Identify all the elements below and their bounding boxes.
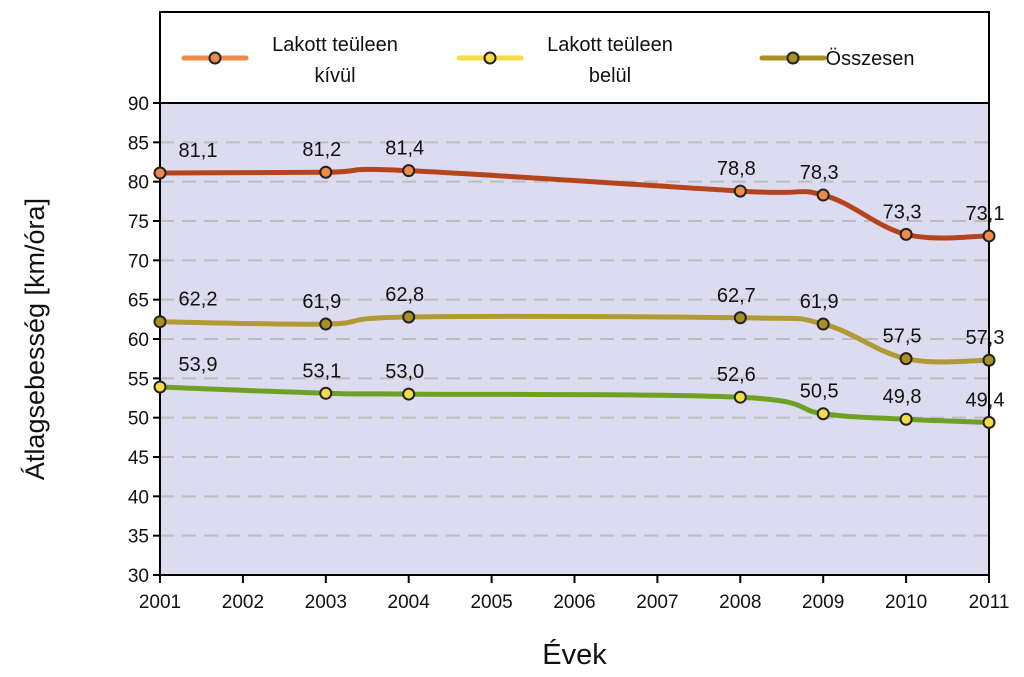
y-tick-label: 50 bbox=[128, 409, 149, 430]
x-axis-title: Évek bbox=[542, 638, 607, 671]
y-axis-title: Átlagsebesség [km/óra] bbox=[20, 198, 50, 480]
data-point bbox=[402, 164, 416, 178]
y-tick-label: 30 bbox=[128, 566, 149, 587]
data-label: 78,8 bbox=[717, 158, 756, 180]
y-tick-label: 65 bbox=[128, 291, 149, 312]
data-point bbox=[982, 415, 996, 429]
x-tick-label: 2009 bbox=[802, 592, 844, 613]
y-tick-label: 85 bbox=[128, 133, 149, 154]
data-point bbox=[816, 407, 830, 421]
data-label: 62,7 bbox=[717, 285, 756, 307]
data-label: 61,9 bbox=[302, 291, 341, 313]
data-label: 62,8 bbox=[385, 284, 424, 306]
series bbox=[153, 380, 996, 429]
data-label: 62,2 bbox=[179, 289, 218, 311]
legend-item: Összesen bbox=[759, 48, 915, 70]
legend-item: Lakott teüleen belül bbox=[456, 34, 673, 87]
data-label: 53,0 bbox=[385, 361, 424, 383]
legend-label: Lakott teüleen bbox=[272, 34, 398, 56]
legend-marker bbox=[786, 51, 800, 65]
x-tick-label: 2008 bbox=[719, 592, 761, 613]
y-tick-label: 70 bbox=[128, 251, 149, 272]
legend-marker bbox=[208, 51, 222, 65]
data-label: 57,3 bbox=[966, 327, 1005, 349]
x-tick-label: 2005 bbox=[470, 592, 512, 613]
legend-label: Lakott teüleen bbox=[547, 34, 673, 56]
x-tick-label: 2006 bbox=[553, 592, 595, 613]
data-point bbox=[899, 227, 913, 241]
data-labels: 81,1 81,2 81,4 78,8 78,3 73,3 73,1 53,9 53,1 53,0… bbox=[179, 138, 1005, 412]
data-label: 81,2 bbox=[302, 139, 341, 161]
x-tick-label: 2010 bbox=[885, 592, 927, 613]
series bbox=[153, 310, 996, 367]
data-label: 81,4 bbox=[385, 138, 424, 160]
data-point bbox=[816, 317, 830, 331]
data-label: 78,3 bbox=[800, 162, 839, 184]
data-label: 50,5 bbox=[800, 381, 839, 403]
series-layer bbox=[153, 164, 996, 429]
y-tick-label: 40 bbox=[128, 487, 149, 508]
data-point bbox=[153, 380, 167, 394]
data-point bbox=[402, 387, 416, 401]
legend: Lakott teüleen kívül Lakott teüleen belül Ös… bbox=[159, 11, 990, 104]
y-tick-label: 55 bbox=[128, 369, 149, 390]
data-label: 61,9 bbox=[800, 291, 839, 313]
data-point bbox=[153, 315, 167, 329]
data-point bbox=[319, 317, 333, 331]
x-tick-label: 2001 bbox=[139, 592, 181, 613]
data-label: 81,1 bbox=[179, 140, 218, 162]
legend-marker bbox=[483, 51, 497, 65]
legend-label: kívül bbox=[314, 65, 355, 87]
data-point bbox=[733, 390, 747, 404]
data-label: 57,5 bbox=[883, 326, 922, 348]
data-label: 73,3 bbox=[883, 201, 922, 223]
legend-frame bbox=[159, 11, 990, 104]
x-tick-label: 2002 bbox=[222, 592, 264, 613]
x-tick-label: 2004 bbox=[388, 592, 431, 613]
y-tick-label: 90 bbox=[128, 94, 149, 115]
data-point bbox=[733, 184, 747, 198]
data-point bbox=[402, 310, 416, 324]
legend-item: Lakott teüleen kívül bbox=[181, 34, 398, 87]
y-tick-label: 80 bbox=[128, 173, 149, 194]
y-tick-label: 35 bbox=[128, 527, 149, 548]
x-tick-label: 2007 bbox=[636, 592, 678, 613]
legend-label: belül bbox=[589, 65, 631, 87]
data-label: 53,1 bbox=[302, 360, 341, 382]
data-point bbox=[982, 229, 996, 243]
data-label: 53,9 bbox=[179, 354, 218, 376]
data-label: 73,1 bbox=[966, 203, 1005, 225]
data-point bbox=[319, 386, 333, 400]
data-point bbox=[319, 165, 333, 179]
axes: 30 35 40 45 50 55 60 65 70 75 80 85 90 2001 2002 2003 20… bbox=[128, 94, 1010, 613]
data-label: 49,4 bbox=[966, 389, 1005, 411]
data-point bbox=[899, 412, 913, 426]
y-tick-label: 45 bbox=[128, 448, 149, 469]
data-point bbox=[816, 188, 830, 202]
data-label: 52,6 bbox=[717, 364, 756, 386]
data-point bbox=[899, 352, 913, 366]
x-tick-label: 2003 bbox=[305, 592, 347, 613]
data-point bbox=[153, 166, 167, 180]
data-label: 49,8 bbox=[883, 386, 922, 408]
data-point bbox=[982, 353, 996, 367]
x-tick-label: 2011 bbox=[969, 592, 1010, 613]
y-tick-label: 60 bbox=[128, 330, 149, 351]
y-tick-label: 75 bbox=[128, 212, 149, 233]
series bbox=[153, 164, 996, 243]
data-point bbox=[733, 311, 747, 325]
legend-label: Összesen bbox=[826, 48, 915, 70]
